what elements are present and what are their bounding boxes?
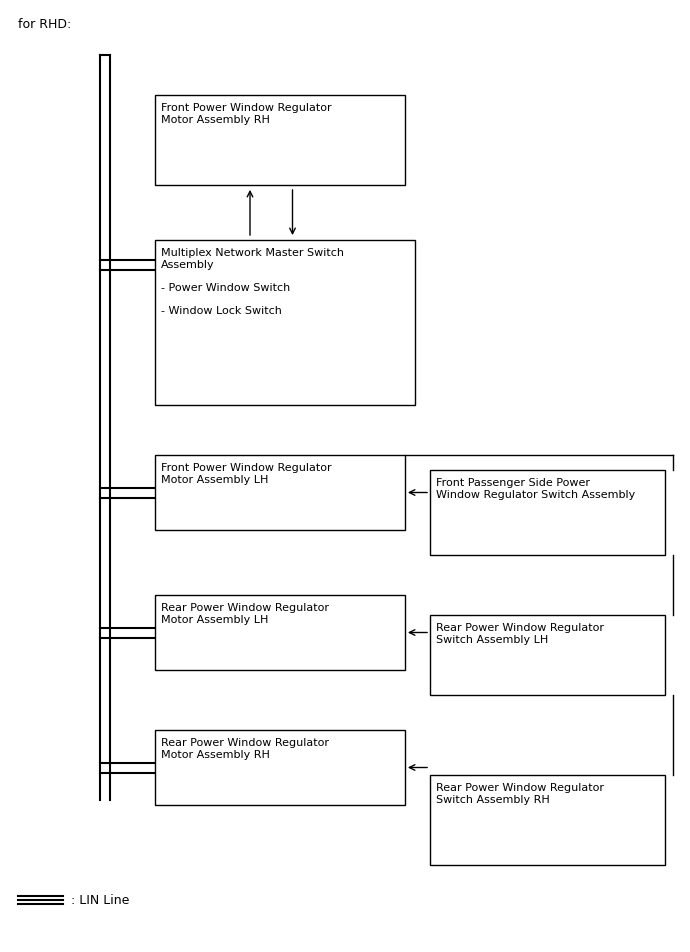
Text: Rear Power Window Regulator
Switch Assembly LH: Rear Power Window Regulator Switch Assem… bbox=[436, 623, 604, 645]
Text: for RHD:: for RHD: bbox=[18, 18, 71, 31]
Text: Front Passenger Side Power
Window Regulator Switch Assembly: Front Passenger Side Power Window Regula… bbox=[436, 478, 635, 500]
Bar bbox=[155, 240, 415, 405]
Text: Front Power Window Regulator
Motor Assembly RH: Front Power Window Regulator Motor Assem… bbox=[161, 103, 332, 125]
Bar bbox=[430, 615, 665, 695]
Bar bbox=[155, 455, 405, 530]
Bar bbox=[155, 95, 405, 185]
Text: Rear Power Window Regulator
Motor Assembly LH: Rear Power Window Regulator Motor Assemb… bbox=[161, 603, 329, 625]
Bar bbox=[430, 470, 665, 555]
Bar bbox=[155, 730, 405, 805]
Text: Multiplex Network Master Switch
Assembly

- Power Window Switch

- Window Lock S: Multiplex Network Master Switch Assembly… bbox=[161, 248, 344, 316]
Text: : LIN Line: : LIN Line bbox=[71, 894, 130, 906]
Bar bbox=[430, 775, 665, 865]
Text: Rear Power Window Regulator
Switch Assembly RH: Rear Power Window Regulator Switch Assem… bbox=[436, 783, 604, 804]
Bar bbox=[155, 595, 405, 670]
Text: Rear Power Window Regulator
Motor Assembly RH: Rear Power Window Regulator Motor Assemb… bbox=[161, 738, 329, 760]
Text: Front Power Window Regulator
Motor Assembly LH: Front Power Window Regulator Motor Assem… bbox=[161, 463, 332, 485]
